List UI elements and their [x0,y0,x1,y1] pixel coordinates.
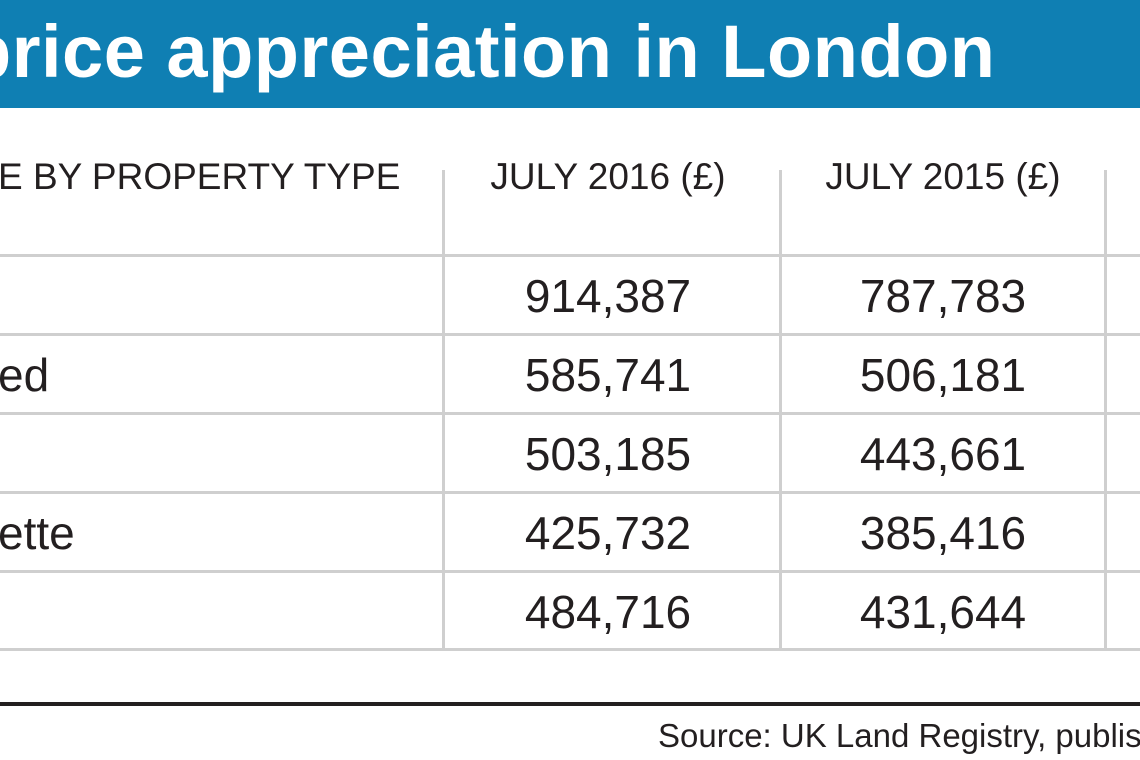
source-note: Source: UK Land Registry, publish [658,717,1140,754]
row-divider [0,254,1140,257]
table-cell-jul2015: 787,783 [859,270,1027,322]
row-divider [0,570,1140,573]
table-cell-jul2016: 503,185 [524,428,692,480]
table-cell-jul2016: 425,732 [524,507,692,559]
table-cell-jul2015: 431,644 [859,586,1027,638]
table-cell-jul2016: 585,741 [524,349,692,401]
table-cell-jul2015: 506,181 [859,349,1027,401]
row-divider [0,491,1140,494]
title-banner: price appreciation in London [0,0,1140,108]
column-header: E BY PROPERTY TYPE [0,156,401,197]
row-divider [0,333,1140,336]
column-divider [442,170,445,648]
column-header: JULY 2015 (£) [825,156,1061,197]
table-cell-jul2016: 914,387 [524,270,692,322]
row-divider [0,412,1140,415]
table-cell-jul2015: 443,661 [859,428,1027,480]
chart-title: price appreciation in London [0,10,996,93]
row-label: ette [0,507,75,559]
row-divider [0,648,1140,651]
column-divider [779,170,782,648]
table-cell-jul2016: 484,716 [524,586,692,638]
table-cell-jul2015: 385,416 [859,507,1027,559]
column-divider [1104,170,1107,648]
bottom-rule [0,702,1140,706]
row-label: ed [0,349,50,401]
column-header: JULY 2016 (£) [490,156,726,197]
